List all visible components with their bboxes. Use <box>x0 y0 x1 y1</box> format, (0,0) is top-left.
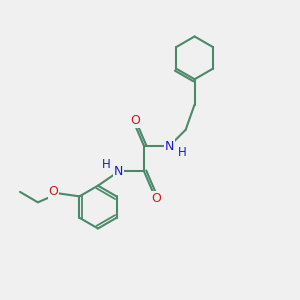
Text: N: N <box>113 165 123 178</box>
Text: O: O <box>48 185 58 198</box>
Text: O: O <box>130 114 140 128</box>
Text: O: O <box>151 192 161 205</box>
Text: H: H <box>102 158 111 171</box>
Text: N: N <box>165 140 174 153</box>
Text: H: H <box>177 146 186 159</box>
